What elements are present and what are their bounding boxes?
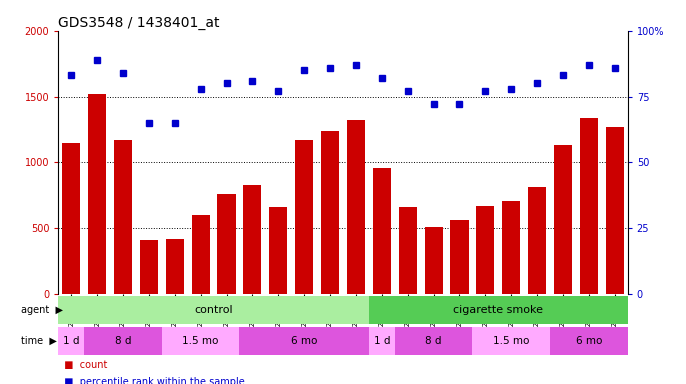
Bar bbox=[394, 327, 473, 355]
Bar bbox=[191, 215, 210, 294]
Bar bbox=[502, 200, 520, 294]
Bar bbox=[580, 118, 598, 294]
Bar bbox=[58, 327, 84, 355]
Bar bbox=[295, 140, 314, 294]
Bar bbox=[451, 220, 469, 294]
Bar bbox=[58, 296, 369, 324]
Text: GDS3548 / 1438401_at: GDS3548 / 1438401_at bbox=[58, 16, 220, 30]
Text: ■  percentile rank within the sample: ■ percentile rank within the sample bbox=[58, 377, 245, 384]
Bar bbox=[88, 94, 106, 294]
Text: 1.5 mo: 1.5 mo bbox=[493, 336, 530, 346]
Bar bbox=[84, 327, 162, 355]
Bar bbox=[217, 194, 235, 294]
Text: 1.5 mo: 1.5 mo bbox=[182, 336, 219, 346]
Bar bbox=[550, 327, 628, 355]
Text: 8 d: 8 d bbox=[115, 336, 131, 346]
Text: time  ▶: time ▶ bbox=[21, 336, 57, 346]
Text: 1 d: 1 d bbox=[63, 336, 80, 346]
Bar bbox=[399, 207, 417, 294]
Bar bbox=[425, 227, 442, 294]
Bar bbox=[62, 142, 80, 294]
Bar bbox=[554, 145, 572, 294]
Bar bbox=[473, 327, 550, 355]
Bar bbox=[162, 327, 239, 355]
Bar bbox=[321, 131, 339, 294]
Bar bbox=[347, 120, 365, 294]
Bar bbox=[114, 140, 132, 294]
Text: 6 mo: 6 mo bbox=[576, 336, 602, 346]
Text: 8 d: 8 d bbox=[425, 336, 442, 346]
Text: control: control bbox=[194, 305, 233, 314]
Bar bbox=[369, 327, 394, 355]
Text: ■  count: ■ count bbox=[58, 360, 108, 370]
Bar bbox=[369, 296, 628, 324]
Text: 6 mo: 6 mo bbox=[291, 336, 318, 346]
Bar bbox=[140, 240, 158, 294]
Bar bbox=[166, 239, 184, 294]
Text: agent  ▶: agent ▶ bbox=[21, 305, 63, 314]
Bar bbox=[606, 127, 624, 294]
Bar bbox=[528, 187, 546, 294]
Bar bbox=[239, 327, 369, 355]
Text: cigarette smoke: cigarette smoke bbox=[453, 305, 543, 314]
Bar bbox=[269, 207, 287, 294]
Bar bbox=[476, 206, 495, 294]
Bar bbox=[244, 185, 261, 294]
Bar bbox=[372, 168, 391, 294]
Text: 1 d: 1 d bbox=[374, 336, 390, 346]
